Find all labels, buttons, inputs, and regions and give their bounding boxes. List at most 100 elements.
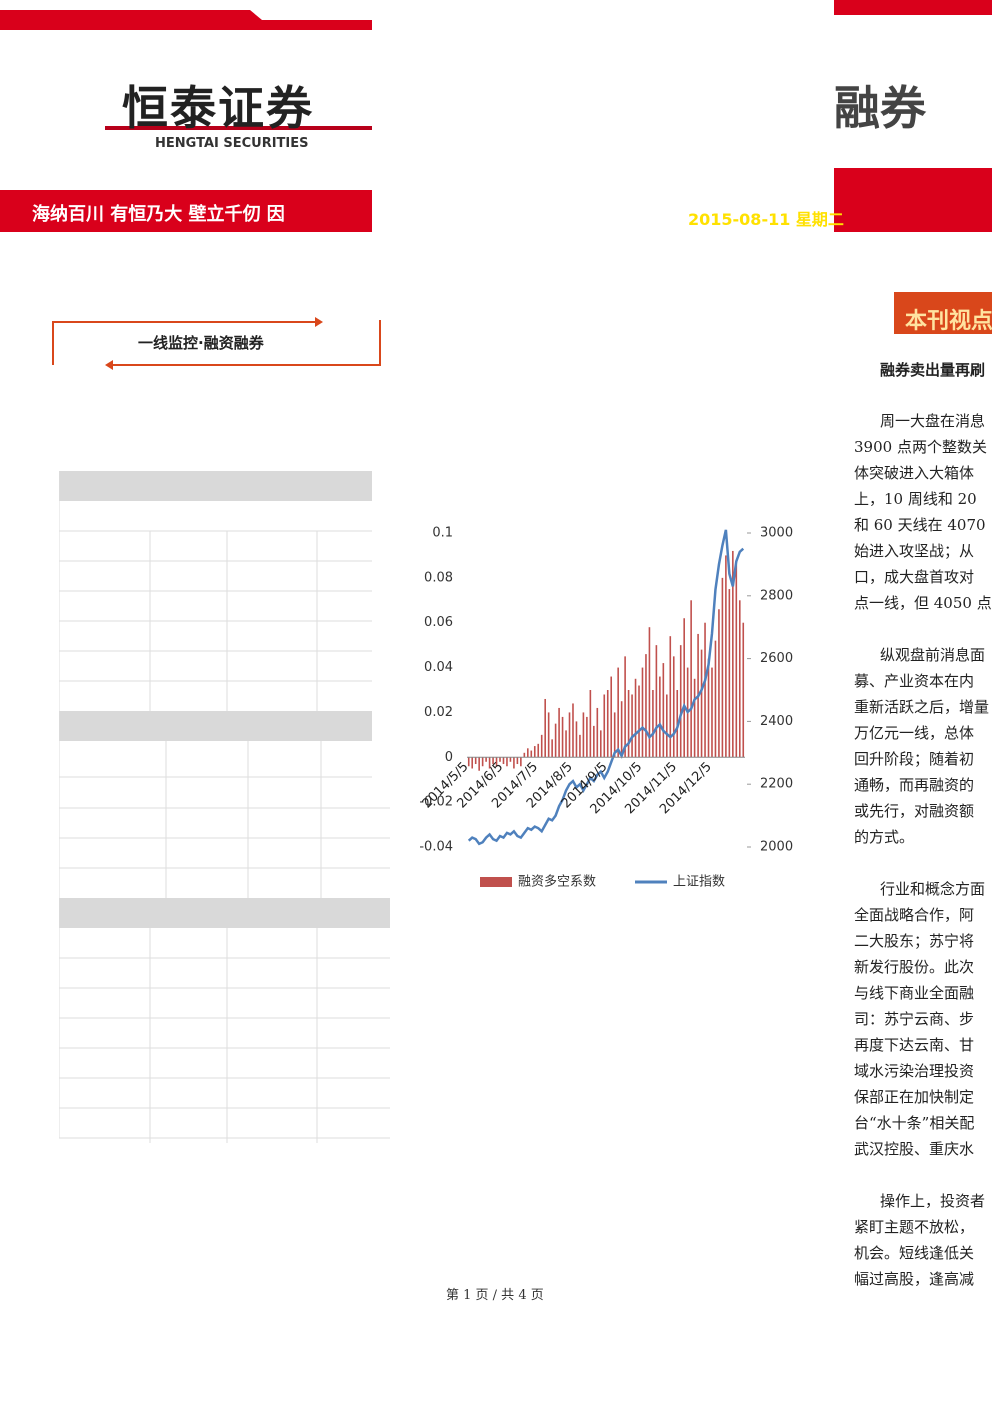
- bar: [593, 725, 595, 758]
- paragraph-line: 口，成大盘首攻对: [854, 568, 975, 586]
- paragraph-line: 机会。短线逢低关: [854, 1244, 975, 1262]
- line: [467, 529, 745, 846]
- bar: [551, 739, 553, 758]
- y-tick-label: 0.04: [424, 660, 453, 675]
- bar: [648, 627, 651, 758]
- bar: [634, 678, 637, 758]
- y-tick-label: 0.08: [424, 570, 453, 585]
- y2-tick-label: 2400: [760, 714, 793, 729]
- bar: [638, 685, 640, 758]
- bar: [530, 750, 533, 758]
- bar: [527, 748, 529, 758]
- paragraph-line: 周一大盘在消息: [880, 412, 986, 430]
- paragraph-line: 始进入攻坚战；从: [854, 542, 975, 560]
- bar: [572, 703, 574, 758]
- paragraph-line: 的方式。: [854, 828, 915, 846]
- bar: [627, 690, 630, 758]
- bar: [690, 600, 692, 758]
- paragraph-line: 再度下达云南、甘: [854, 1036, 975, 1054]
- paragraph-line: 武汉控股、重庆水: [854, 1140, 975, 1158]
- bar: [620, 701, 623, 758]
- bar: [610, 676, 613, 758]
- bar: [693, 678, 696, 758]
- y-tick-label: 0: [445, 750, 453, 765]
- bar: [488, 757, 491, 769]
- bar: [467, 757, 470, 767]
- bar: [683, 618, 685, 758]
- bar: [474, 757, 477, 765]
- chart: -0.04 -0.02 0 0.02 0.04 0.06 0.08 0.1 2000 2200 24…: [419, 526, 793, 890]
- bar: [603, 694, 606, 758]
- bar: [478, 757, 480, 771]
- bar: [659, 676, 661, 758]
- paragraph-line: 3900 点两个整数关: [854, 438, 987, 456]
- paragraph-line: 域水污染治理投资: [854, 1062, 975, 1080]
- bar: [481, 757, 484, 767]
- bar: [617, 667, 619, 758]
- bar: [645, 654, 647, 758]
- bar: [547, 712, 550, 758]
- legend-label: 上证指数: [673, 875, 725, 890]
- y2-tick-label: 2000: [760, 840, 793, 855]
- y2-tick-label: 3000: [760, 526, 793, 541]
- bar: [707, 658, 710, 758]
- paragraph-line: 操作上，投资者: [880, 1192, 986, 1210]
- issue-date: 2015-08-11 星期二: [688, 210, 844, 229]
- legend-swatch: [480, 877, 512, 887]
- bar: [523, 752, 526, 758]
- bar: [509, 757, 512, 762]
- paragraph-line: 保部正在加快制定: [854, 1088, 975, 1106]
- bar: [700, 649, 703, 758]
- paragraph-line: 募、产业资本在内: [854, 672, 975, 690]
- brand-subtitle: HENGTAI SECURITIES: [155, 136, 309, 151]
- bar: [738, 600, 741, 758]
- bar: [672, 656, 675, 758]
- paragraph-line: 二大股东；苏宁将: [854, 932, 975, 950]
- bar: [537, 743, 540, 758]
- y-tick-label: 0.06: [424, 615, 453, 630]
- bar: [728, 589, 731, 758]
- page-footer: 第 1 页 / 共 4 页: [446, 1288, 544, 1303]
- bar: [506, 757, 508, 767]
- bar: [499, 757, 501, 762]
- paragraph-line: 幅过高股，逢高减: [854, 1270, 975, 1288]
- bar: [589, 690, 592, 758]
- paragraph-line: 全面战略合作，阿: [854, 906, 975, 924]
- bar: [599, 730, 602, 758]
- section-box-title: 一线监控·融资融券: [138, 334, 264, 352]
- bar: [606, 690, 609, 758]
- bar: [652, 690, 654, 758]
- bar: [520, 757, 522, 767]
- bar: [561, 716, 564, 758]
- bar: [471, 757, 474, 769]
- bar: [631, 694, 633, 758]
- y-tick-label: -0.02: [419, 795, 453, 810]
- paragraph-line: 台“水十条”相关配: [854, 1114, 975, 1132]
- bar: [662, 663, 665, 758]
- slogan: 海纳百川 有恒乃大 壁立千仞 因: [32, 204, 285, 225]
- y-tick-label: 0.02: [424, 705, 453, 720]
- bar: [666, 694, 668, 758]
- y-tick-label: 0.1: [432, 526, 453, 541]
- sidebar-heading-bg: [894, 292, 992, 334]
- sidebar-heading: 本刊视点: [905, 309, 992, 334]
- bar: [533, 746, 536, 758]
- bar: [704, 622, 706, 758]
- paragraph-line: 与线下商业全面融: [854, 984, 975, 1002]
- bar: [579, 734, 581, 758]
- section-box: [52, 317, 381, 370]
- bar: [558, 707, 560, 758]
- bar: [540, 734, 543, 758]
- paragraph-line: 通畅，而再融资的: [854, 776, 975, 794]
- bar: [586, 716, 588, 758]
- paragraph-line: 上，10 周线和 20: [854, 490, 977, 508]
- y2-tick-label: 2800: [760, 588, 793, 603]
- bar: [575, 721, 578, 758]
- paragraph-line: 行业和概念方面: [880, 880, 986, 898]
- brand-right: 融券: [834, 81, 926, 135]
- y-tick-label: -0.04: [419, 840, 453, 855]
- paragraph-line: 和 60 天线在 4070: [854, 516, 986, 534]
- brand-title: 恒泰证券: [122, 81, 314, 135]
- bar: [735, 564, 738, 758]
